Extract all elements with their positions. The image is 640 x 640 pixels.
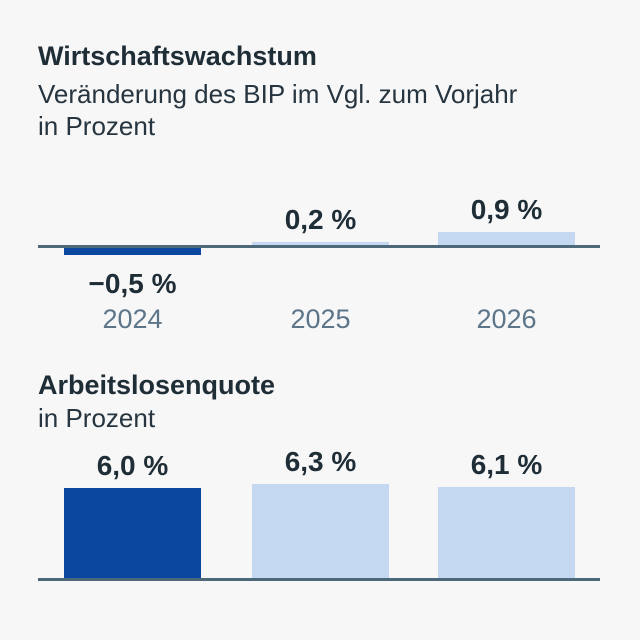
gdp-chart-subtitle-line-1: Veränderung des BIP im Vgl. zum Vorjahr — [38, 79, 518, 109]
gdp-chart-subtitle-line-2: in Prozent — [38, 111, 156, 141]
value-label-2025: 0,2 % — [284, 204, 357, 235]
value-label-2025: 6,3 % — [284, 445, 357, 477]
bar-2026 — [438, 486, 575, 578]
bar-2024 — [64, 247, 201, 255]
bar-2025 — [252, 483, 389, 578]
value-label-2026: 6,1 % — [470, 448, 543, 480]
bar-2026 — [438, 231, 575, 245]
bar-2024 — [64, 488, 201, 578]
bar-2025 — [252, 242, 389, 245]
category-label-2026: 2026 — [476, 304, 537, 334]
gdp-chart-title: Wirtschaftswachstum — [38, 41, 317, 71]
category-label-2024: 2024 — [102, 304, 163, 334]
unemployment-bar-chart: 6,0 % 6,3 % 6,1 % — [38, 440, 600, 585]
gdp-axis-baseline — [38, 245, 600, 248]
value-label-2024: 6,0 % — [96, 450, 169, 481]
unemployment-chart-title: Arbeitslosenquote — [38, 370, 276, 400]
category-label-2025: 2025 — [290, 304, 351, 334]
value-label-2026: 0,9 % — [470, 193, 543, 225]
gdp-bar-chart: −0,5 % 2024 0,2 % 2025 0,9 % 2026 — [38, 188, 600, 338]
value-label-2024: −0,5 % — [88, 268, 177, 299]
unemployment-chart-subtitle-line-1: in Prozent — [38, 403, 156, 433]
unemployment-axis-baseline — [38, 578, 600, 581]
